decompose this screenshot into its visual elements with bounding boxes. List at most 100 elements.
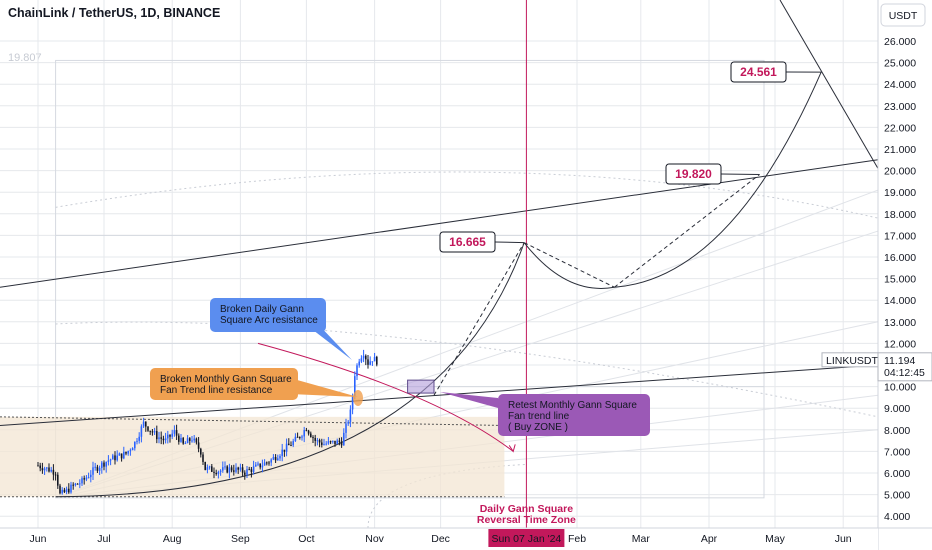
y-tick-label: 18.000 — [884, 209, 916, 221]
candle-body — [125, 451, 127, 454]
candle-body — [257, 463, 259, 465]
target-box — [730, 61, 787, 83]
candle-body — [294, 436, 297, 442]
candle-body — [167, 434, 169, 439]
chart-title: ChainLink / TetherUS, 1D, BINANCE — [8, 6, 221, 20]
candle-body — [129, 450, 132, 452]
candle-body — [255, 464, 257, 467]
candle-body — [369, 361, 371, 365]
candle-body — [156, 431, 158, 440]
candle-body — [274, 457, 277, 461]
candle-body — [305, 430, 308, 432]
y-tick-label: 6.000 — [884, 468, 910, 480]
x-tick-label: Dec — [431, 533, 450, 545]
y-tick-label: 23.000 — [884, 101, 916, 113]
candle-body — [239, 467, 242, 470]
fan-trend-line — [0, 364, 879, 426]
candle-body — [259, 463, 261, 468]
y-tick-label: 16.000 — [884, 252, 916, 264]
candle-body — [175, 430, 178, 436]
purple-callout-line: Retest Monthly Gann Square — [508, 400, 637, 411]
x-tick-label: Oct — [298, 533, 314, 545]
y-tick-label: 17.000 — [884, 230, 916, 242]
candle-body — [173, 430, 176, 434]
candle-body — [92, 467, 94, 475]
y-tick-label: 7.000 — [884, 446, 910, 458]
projection-arc-down — [523, 242, 615, 289]
candle-body — [153, 431, 156, 433]
candle-body — [266, 462, 268, 464]
candle-body — [81, 478, 83, 484]
target-label: 16.665 — [449, 235, 486, 249]
y-tick-label: 24.000 — [884, 79, 916, 91]
candle-body — [316, 440, 319, 442]
candle-body — [123, 451, 125, 459]
candle-body — [189, 438, 191, 441]
blue-callout-line: Square Arc resistance — [220, 315, 318, 326]
candle-body — [136, 440, 138, 442]
candle-body — [367, 359, 369, 365]
candle-body — [48, 467, 50, 472]
orange-callout-box — [150, 368, 298, 400]
x-tick-label: Jun — [835, 533, 852, 545]
candle-body — [160, 437, 162, 439]
candle-body — [235, 467, 237, 472]
candle-body — [50, 469, 52, 472]
candle-body — [90, 474, 92, 478]
candle-body — [334, 440, 336, 445]
candle-body — [336, 440, 338, 445]
watermark-value: 19.807 — [8, 52, 42, 64]
currency-button[interactable] — [880, 3, 926, 27]
y-tick-label: 21.000 — [884, 144, 916, 156]
y-tick-label: 22.000 — [884, 122, 916, 134]
candle-body — [321, 442, 323, 445]
orange-callout-line: Fan Trend line resistance — [160, 385, 273, 396]
x-tick-label: Mar — [632, 533, 651, 545]
price-axis-bg — [878, 0, 932, 550]
candle-body — [310, 433, 312, 438]
candle-body — [285, 443, 288, 452]
growth-arc — [55, 242, 525, 498]
candle-body — [204, 461, 206, 470]
candle-body — [230, 467, 233, 471]
candle-body — [127, 450, 129, 454]
candle-body — [94, 466, 96, 468]
candle-body — [281, 449, 283, 456]
candle-body — [193, 438, 195, 441]
candle-body — [138, 436, 140, 441]
candle-body — [329, 441, 332, 443]
gann-arc — [55, 171, 879, 219]
candle-body — [252, 466, 255, 472]
candle-body — [237, 467, 239, 470]
candle-body — [59, 485, 61, 494]
candle-body — [279, 455, 281, 459]
target-box — [439, 231, 496, 253]
candle-body — [116, 455, 118, 461]
candle-body — [162, 438, 165, 441]
candle-body — [360, 358, 363, 362]
candle-body — [376, 356, 378, 365]
candle-body — [76, 483, 79, 485]
candle-body — [263, 462, 266, 466]
projection-dashed-mid — [614, 174, 760, 288]
candle-body — [39, 465, 41, 469]
candle-body — [314, 438, 316, 441]
candle-body — [250, 469, 253, 472]
candle-body — [43, 468, 46, 471]
candle-body — [283, 449, 286, 452]
candle-body — [356, 365, 358, 377]
y-tick-label: 4.000 — [884, 511, 910, 523]
candle-body — [332, 440, 334, 442]
candle-body — [292, 441, 294, 446]
candle-body — [288, 443, 290, 446]
candle-body — [241, 467, 244, 473]
candle-body — [98, 467, 101, 471]
y-tick-label: 15.000 — [884, 274, 916, 286]
candle-body — [61, 489, 63, 494]
x-tick-label: Jun — [30, 533, 47, 545]
x-tick-label: May — [765, 533, 786, 545]
candle-body — [323, 444, 325, 446]
projection-lines — [433, 71, 822, 396]
candle-body — [325, 443, 327, 445]
